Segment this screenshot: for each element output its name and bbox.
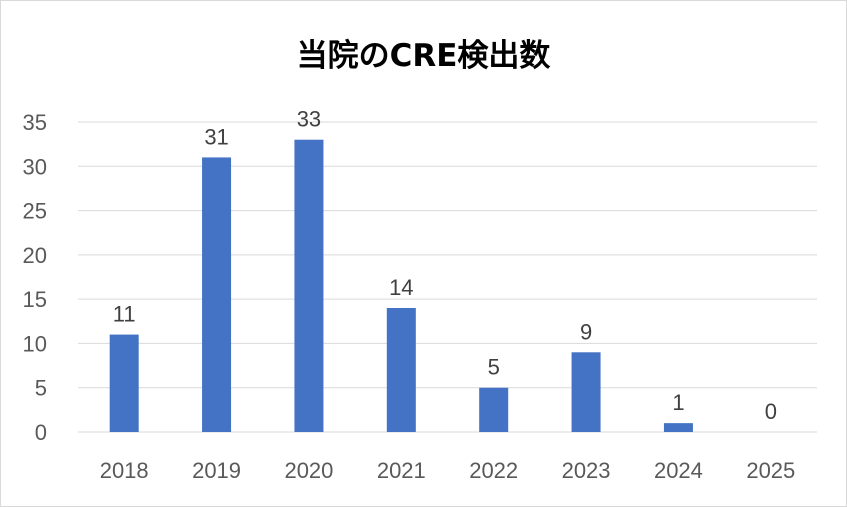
x-tick-label: 2022 xyxy=(469,458,518,483)
gridlines xyxy=(78,121,817,433)
bar xyxy=(386,308,416,432)
y-tick-label: 25 xyxy=(23,199,47,224)
y-tick-label: 35 xyxy=(23,110,47,135)
bar xyxy=(663,423,693,432)
x-tick-label: 2021 xyxy=(377,458,426,483)
bars xyxy=(109,139,693,432)
chart-title: 当院のCRE検出数 xyxy=(296,38,551,74)
data-label: 33 xyxy=(297,107,321,132)
y-tick-label: 15 xyxy=(23,287,47,312)
data-label: 1 xyxy=(672,390,684,415)
y-tick-label: 20 xyxy=(23,243,47,268)
data-label: 11 xyxy=(113,302,136,327)
y-tick-label: 10 xyxy=(23,331,47,356)
x-tick-label: 2018 xyxy=(100,458,149,483)
data-labels: 11 31 33 14 5 9 1 0 xyxy=(113,107,777,424)
bar xyxy=(109,334,139,432)
x-tick-label: 2025 xyxy=(746,458,795,483)
bar xyxy=(202,157,232,432)
y-axis-ticks: 0 5 10 15 20 25 30 35 xyxy=(23,110,47,445)
data-label: 0 xyxy=(765,399,777,424)
bar xyxy=(479,387,509,432)
data-label: 5 xyxy=(488,355,500,380)
x-tick-label: 2020 xyxy=(284,458,333,483)
data-label: 14 xyxy=(389,275,413,300)
data-label: 9 xyxy=(580,319,592,344)
bar xyxy=(294,139,324,432)
bar xyxy=(571,352,601,432)
x-tick-label: 2023 xyxy=(562,458,611,483)
data-label: 31 xyxy=(204,124,228,149)
y-tick-label: 5 xyxy=(35,376,47,401)
x-axis-ticks: 2018 2019 2020 2021 2022 2023 2024 2025 xyxy=(100,458,796,483)
y-tick-label: 0 xyxy=(35,420,47,445)
x-tick-label: 2024 xyxy=(654,458,703,483)
x-tick-label: 2019 xyxy=(192,458,241,483)
y-tick-label: 30 xyxy=(23,154,47,179)
